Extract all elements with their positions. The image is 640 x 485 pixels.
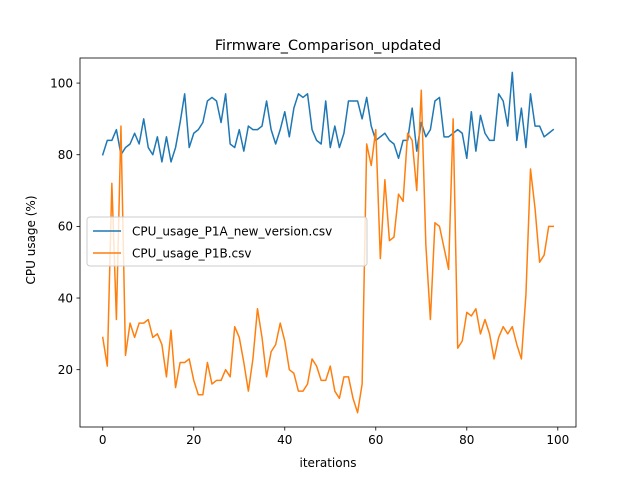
x-tick-label: 100 — [546, 433, 569, 447]
series-line-1 — [101, 89, 554, 414]
y-axis-label: CPU usage (%) — [24, 195, 38, 284]
x-tick-label: 20 — [186, 433, 201, 447]
y-tick-label: 20 — [58, 363, 73, 377]
y-tick-label: 60 — [58, 220, 73, 234]
x-tick-label: 60 — [368, 433, 383, 447]
y-tick-label: 80 — [58, 148, 73, 162]
x-tick-label: 0 — [99, 433, 107, 447]
legend-label-cpu-usage-p1b: CPU_usage_P1B.csv — [132, 247, 251, 261]
y-tick-label: 100 — [50, 76, 73, 90]
series-line-0 — [101, 71, 555, 163]
legend-label-cpu-usage-p1a: CPU_usage_P1A_new_version.csv — [132, 225, 332, 239]
x-tick-label: 80 — [459, 433, 474, 447]
series-layer — [101, 71, 555, 414]
x-axis-label: iterations — [300, 456, 357, 470]
legend: CPU_usage_P1A_new_version.csv CPU_usage_… — [86, 216, 368, 267]
x-axis-ticks: 0 20 40 60 80 100 — [99, 427, 569, 447]
x-tick-label: 40 — [277, 433, 292, 447]
legend-box — [86, 216, 368, 267]
axes-frame — [79, 57, 577, 428]
y-axis-ticks: 20 40 60 80 100 — [50, 76, 80, 377]
y-tick-label: 40 — [58, 291, 73, 305]
chart-title: Firmware_Comparison_updated — [215, 38, 441, 54]
